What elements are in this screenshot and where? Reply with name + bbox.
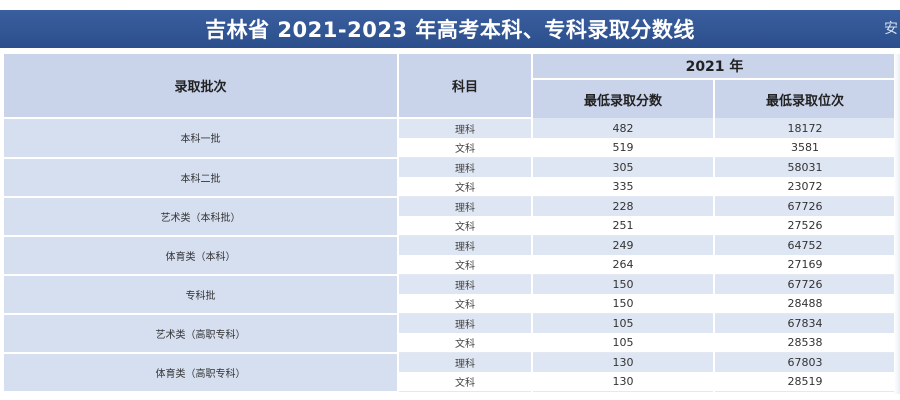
batch-name-cell: 体育类（本科） [4, 235, 399, 276]
subject-cell: 文科 [398, 372, 533, 392]
min-rank-cell: 28519 [714, 372, 897, 392]
min-rank-cell: 64752 [714, 235, 897, 255]
min-score-cell: 335 [532, 177, 715, 197]
min-score-cell: 249 [532, 235, 715, 255]
min-score-cell: 105 [532, 333, 715, 353]
subject-cell: 理科 [398, 118, 533, 138]
header-min-score: 最低录取分数 [532, 79, 715, 118]
batch-name-cell: 本科二批 [4, 157, 399, 198]
min-score-cell: 482 [532, 118, 715, 138]
subject-cell: 文科 [398, 216, 533, 236]
subject-cell: 文科 [398, 255, 533, 275]
header-year: 2021 年 [532, 54, 896, 80]
min-rank-cell: 67726 [714, 196, 897, 216]
min-rank-cell: 58031 [714, 157, 897, 177]
min-rank-cell: 67726 [714, 274, 897, 294]
subject-cell: 理科 [398, 274, 533, 294]
min-score-cell: 264 [532, 255, 715, 275]
table-row: 体育类（高职专科） 理科 130 67803 [4, 352, 897, 393]
subject-cell: 文科 [398, 333, 533, 353]
subject-cell: 理科 [398, 235, 533, 255]
page-title: 吉林省 2021-2023 年高考本科、专科录取分数线 [205, 18, 695, 42]
batch-name-cell: 本科一批 [4, 118, 399, 159]
table-row: 文科 105 28538 [4, 333, 897, 353]
subject-cell: 文科 [398, 294, 533, 314]
title-bar: 吉林省 2021-2023 年高考本科、专科录取分数线 安 [0, 10, 900, 48]
min-score-cell: 130 [532, 372, 715, 392]
subject-cell: 理科 [398, 157, 533, 177]
header-min-rank: 最低录取位次 [714, 79, 897, 118]
header-subject: 科目 [398, 54, 533, 119]
table-row: 体育类（本科） 理科 249 64752 [4, 235, 897, 276]
table-row: 艺术类（高职专科） 理科 105 67834 [4, 313, 897, 354]
table-row: 文科 251 27526 [4, 216, 897, 236]
subject-cell: 文科 [398, 177, 533, 197]
table-row: 文科 130 28519 [4, 372, 897, 392]
subject-cell: 文科 [398, 138, 533, 158]
batch-name-cell: 体育类（高职专科） [4, 352, 399, 393]
batch-name-cell: 艺术类（高职专科） [4, 313, 399, 354]
table-header: 录取批次 科目 2021 年 最低录取分数 最低录取位次 [4, 54, 897, 119]
admission-score-table: 录取批次 科目 2021 年 最低录取分数 最低录取位次 本科一批 理科 482 18… [4, 54, 897, 393]
min-score-cell: 105 [532, 313, 715, 333]
table-body: 本科一批 理科 482 18172 文科 519 3581 本科二批 理科 305 58031 文科 3… [4, 118, 897, 393]
min-rank-cell: 23072 [714, 177, 897, 197]
table-row: 本科一批 理科 482 18172 [4, 118, 897, 159]
table-row: 本科二批 理科 305 58031 [4, 157, 897, 198]
min-score-cell: 150 [532, 294, 715, 314]
min-rank-cell: 18172 [714, 118, 897, 138]
min-score-cell: 150 [532, 274, 715, 294]
subject-cell: 理科 [398, 196, 533, 216]
min-score-cell: 130 [532, 352, 715, 372]
table-row: 文科 335 23072 [4, 177, 897, 197]
subject-cell: 理科 [398, 352, 533, 372]
table-row: 文科 150 28488 [4, 294, 897, 314]
title-divider [0, 48, 900, 54]
table-row: 文科 519 3581 [4, 138, 897, 158]
batch-name-cell: 专科批 [4, 274, 399, 315]
min-rank-cell: 27526 [714, 216, 897, 236]
min-score-cell: 519 [532, 138, 715, 158]
subject-cell: 理科 [398, 313, 533, 333]
min-rank-cell: 67803 [714, 352, 897, 372]
batch-name-cell: 艺术类（本科批） [4, 196, 399, 237]
right-edge-strip [894, 54, 900, 394]
table-row: 艺术类（本科批） 理科 228 67726 [4, 196, 897, 237]
min-rank-cell: 67834 [714, 313, 897, 333]
min-rank-cell: 27169 [714, 255, 897, 275]
min-rank-cell: 28488 [714, 294, 897, 314]
header-batch: 录取批次 [4, 54, 399, 119]
title-edge-text: 安 [884, 21, 898, 37]
min-score-cell: 228 [532, 196, 715, 216]
min-rank-cell: 28538 [714, 333, 897, 353]
min-score-cell: 251 [532, 216, 715, 236]
table-row: 文科 264 27169 [4, 255, 897, 275]
table-row: 专科批 理科 150 67726 [4, 274, 897, 315]
min-score-cell: 305 [532, 157, 715, 177]
min-rank-cell: 3581 [714, 138, 897, 158]
